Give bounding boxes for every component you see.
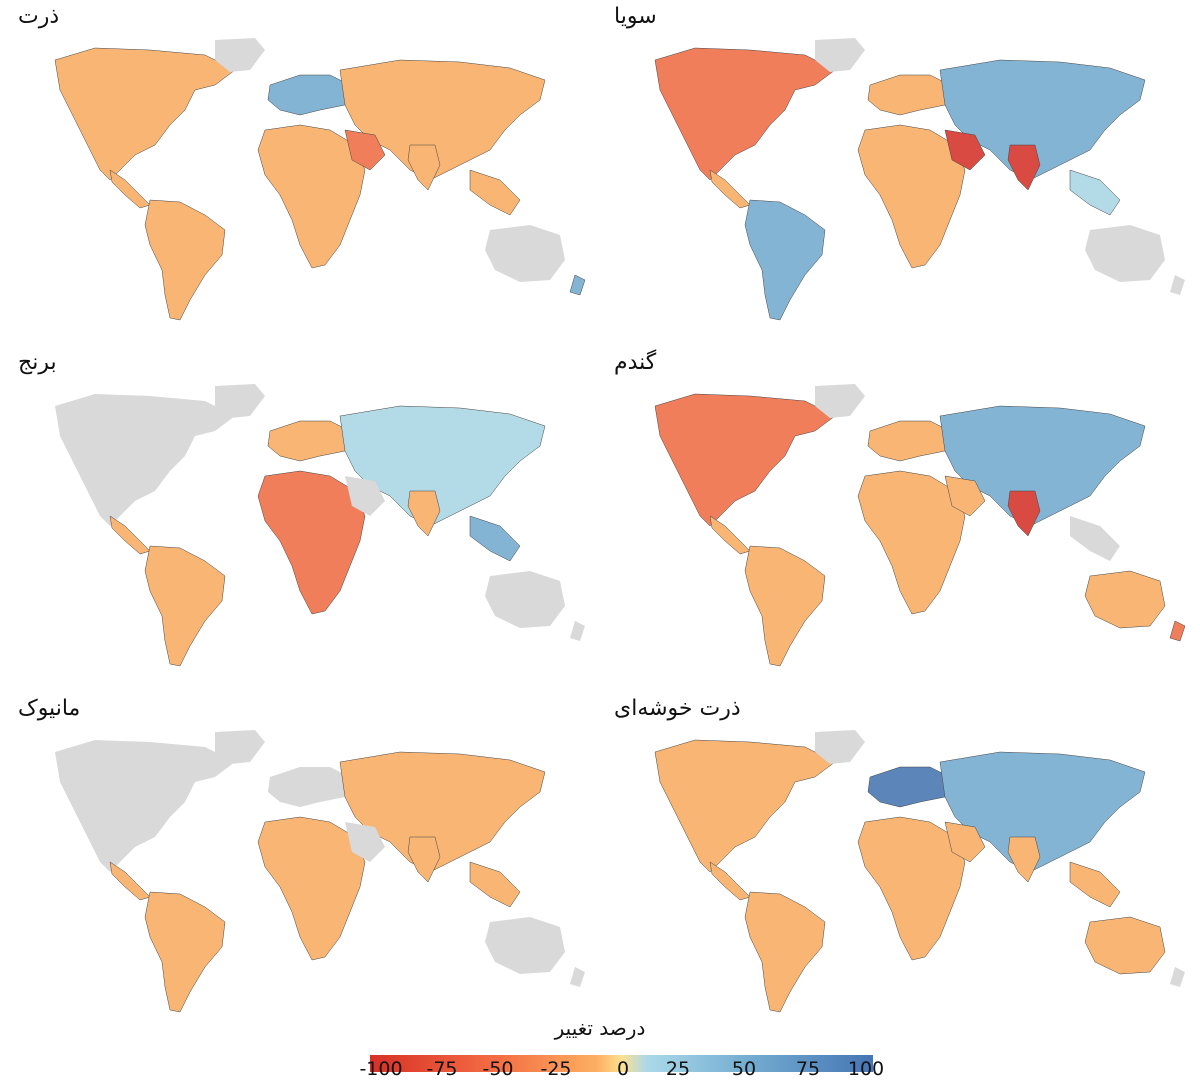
land-arabia [345,822,385,862]
crop-region-south-america [744,891,826,1013]
world-map-sorghum [654,730,1185,1013]
land-new-zealand [1170,275,1185,295]
world-map-wheat [654,384,1186,667]
crop-region-south-america [144,891,226,1013]
legend-color-bar [370,1055,873,1072]
crop-region-africa [857,470,966,615]
legend-tick: -100 [359,1058,403,1080]
land-north-america [55,394,235,526]
crop-region-europe [867,766,951,808]
crop-region-australia [1084,570,1166,629]
crop-region-africa [257,470,366,615]
crop-region-arabia [944,821,986,863]
crop-region-europe [267,74,351,116]
crop-region-south-america [144,545,226,667]
legend-title: درصد تغییر [554,1016,646,1040]
land-new-zealand [570,621,585,641]
land-australia [1085,225,1165,282]
land-australia [485,571,565,628]
land-greenland [815,38,865,72]
land-greenland [215,384,265,418]
crop-region-central-america [109,169,151,209]
crop-region-india [1007,836,1041,883]
crop-region-north-america [654,47,836,181]
crop-region-africa [257,124,366,269]
land-greenland [215,730,265,764]
map-panel-soy: سویا [600,0,1190,330]
land-new-zealand [1170,967,1185,987]
panel-title: برنج [18,350,57,375]
crop-region-europe [267,420,351,462]
crop-region-central-america [109,515,151,555]
land-europe [268,767,350,807]
legend-tick: 0 [616,1058,630,1080]
crop-region-europe [867,74,951,116]
crop-region-india [407,144,441,191]
crop-region-north-america [654,393,836,527]
legend-tick: 100 [847,1058,885,1080]
crop-region-central-america [709,169,751,209]
land-australia [485,917,565,974]
crop-region-india [407,490,441,537]
crop-region-central-america [709,515,751,555]
legend-tick: 25 [665,1058,691,1080]
crop-region-new-zealand [1169,620,1186,642]
land-new-zealand [570,967,585,987]
world-map-rice [55,384,585,667]
land-southeast-asia [1070,516,1120,561]
legend-tick: 75 [795,1058,821,1080]
crop-region-africa [857,124,966,269]
map-panel-rice: برنج [0,346,590,676]
crop-region-india [1007,490,1041,537]
crop-region-southeast-asia [469,515,521,562]
map-panel-maize: ذرت [0,0,590,330]
crop-region-arabia [944,129,986,171]
panel-title: ذرت [18,4,60,29]
map-panel-wheat: گندم [600,346,1190,676]
panel-title: مانیوک [18,696,81,721]
land-arabia [345,476,385,516]
crop-region-india [407,836,441,883]
legend-tick: -25 [540,1058,572,1080]
land-greenland [815,730,865,764]
legend-tick: 50 [731,1058,757,1080]
panel-title: گندم [614,350,657,375]
crop-region-africa [857,816,966,961]
land-australia [485,225,565,282]
crop-region-arabia [944,475,986,517]
panel-title: سویا [614,4,657,29]
crop-region-north-america [54,47,236,181]
land-greenland [815,384,865,418]
legend-tick: -50 [482,1058,514,1080]
crop-region-south-america [744,545,826,667]
map-panel-cassava: مانیوک [0,692,590,1022]
land-north-america [55,740,235,872]
crop-region-arabia [344,129,386,171]
world-map-soy [654,38,1185,321]
map-panel-sorghum: ذرت خوشه‌ای [600,692,1190,1022]
crop-region-india [1007,144,1041,191]
crop-region-southeast-asia [469,861,521,908]
crop-region-australia [1084,916,1166,975]
land-greenland [215,38,265,72]
crop-region-southeast-asia [469,169,521,216]
world-map-maize [54,38,586,321]
legend-tick: -75 [426,1058,458,1080]
crop-region-north-america [654,739,836,873]
crop-region-central-america [709,861,751,901]
crop-region-south-america [744,199,826,321]
panel-title: ذرت خوشه‌ای [614,696,741,721]
crop-region-south-america [144,199,226,321]
world-map-cassava [55,730,585,1013]
crop-region-southeast-asia [1069,861,1121,908]
crop-region-europe [867,420,951,462]
crop-region-southeast-asia [1069,169,1121,216]
crop-region-new-zealand [569,274,586,296]
crop-region-central-america [109,861,151,901]
crop-region-africa [257,816,366,961]
